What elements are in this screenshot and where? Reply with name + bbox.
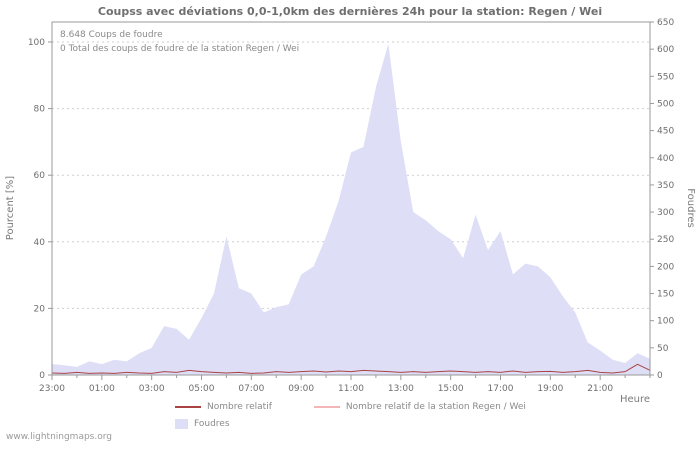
y-axis-label-right: Foudres	[685, 188, 696, 228]
svg-text:0 Total des coups de foudre de: 0 Total des coups de foudre de la statio…	[60, 44, 299, 54]
legend-label-foudres: Foudres	[194, 419, 230, 429]
svg-text:60: 60	[34, 171, 46, 181]
svg-text:01:00: 01:00	[89, 384, 115, 394]
svg-text:250: 250	[657, 235, 674, 245]
foudres-area-swatch-icon	[175, 419, 188, 429]
svg-text:500: 500	[657, 99, 674, 109]
legend-item-nombre-relatif: Nombre relatif	[175, 402, 272, 412]
svg-text:80: 80	[34, 105, 46, 115]
chart-plot: 0 20 40 60 80 100 0 50 100 150 200 250 300 350 400 450 5…	[28, 18, 675, 394]
x-axis-label: Heure	[619, 394, 650, 405]
svg-text:11:00: 11:00	[338, 384, 364, 394]
svg-text:05:00: 05:00	[189, 384, 215, 394]
svg-text:200: 200	[657, 262, 674, 272]
legend-item-station: Nombre relatif de la station Regen / Wei	[313, 402, 526, 412]
legend-row-1: Nombre relatif Nombre relatif de la stat…	[175, 402, 568, 412]
svg-text:50: 50	[657, 344, 669, 354]
svg-text:15:00: 15:00	[438, 384, 464, 394]
svg-text:450: 450	[657, 127, 674, 137]
svg-text:09:00: 09:00	[288, 384, 314, 394]
chart-title: Coupss avec déviations 0,0-1,0km des der…	[97, 5, 603, 18]
legend-item-foudres: Foudres	[175, 419, 230, 429]
legend-row-2: Foudres	[175, 419, 568, 429]
svg-text:03:00: 03:00	[139, 384, 165, 394]
svg-text:550: 550	[657, 72, 674, 82]
svg-text:07:00: 07:00	[238, 384, 264, 394]
svg-text:20: 20	[34, 304, 46, 314]
svg-text:17:00: 17:00	[488, 384, 514, 394]
svg-text:23:00: 23:00	[39, 384, 65, 394]
chart-legend: Nombre relatif Nombre relatif de la stat…	[175, 402, 568, 436]
svg-text:0: 0	[39, 371, 45, 381]
svg-text:19:00: 19:00	[537, 384, 563, 394]
svg-text:150: 150	[657, 290, 674, 300]
y-axis-label-left: Pourcent [%]	[5, 175, 16, 241]
nombre-relatif-line-swatch-icon	[175, 406, 201, 408]
legend-label-nombre-relatif: Nombre relatif	[207, 402, 272, 412]
svg-text:40: 40	[34, 238, 46, 248]
svg-text:13:00: 13:00	[388, 384, 414, 394]
svg-text:300: 300	[657, 208, 674, 218]
svg-text:0: 0	[657, 371, 663, 381]
station-line-swatch-icon	[313, 406, 340, 408]
svg-text:400: 400	[657, 154, 674, 164]
svg-text:100: 100	[28, 38, 45, 48]
watermark: www.lightningmaps.org	[6, 432, 112, 442]
svg-text:100: 100	[657, 317, 674, 327]
svg-text:600: 600	[657, 45, 674, 55]
legend-label-station: Nombre relatif de la station Regen / Wei	[345, 402, 526, 412]
svg-text:8.648 Coups de foudre: 8.648 Coups de foudre	[60, 30, 163, 40]
svg-text:350: 350	[657, 181, 674, 191]
svg-text:21:00: 21:00	[587, 384, 613, 394]
svg-text:650: 650	[657, 18, 674, 28]
